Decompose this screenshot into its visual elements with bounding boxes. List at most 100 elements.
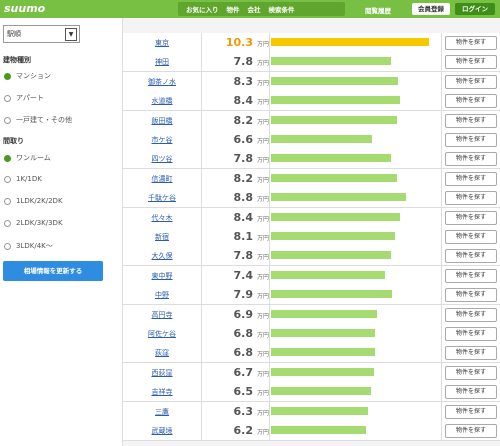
select-arrow: ▼ bbox=[65, 28, 77, 41]
table-row: 武蔵境 6.2 万円 物件を探す bbox=[123, 421, 500, 441]
radio[interactable] bbox=[4, 116, 11, 124]
search-button[interactable]: 物件を探す bbox=[445, 404, 497, 419]
radio[interactable] bbox=[4, 175, 11, 183]
station-link[interactable]: 三鷹 bbox=[123, 406, 201, 417]
station-link[interactable]: 東京 bbox=[123, 38, 201, 48]
section-title: 間取り bbox=[3, 137, 24, 145]
table-row: 中野 7.9 万円 物件を探す bbox=[123, 285, 500, 306]
register-button[interactable]: 会員登録 bbox=[412, 3, 450, 15]
station-link[interactable]: 御茶ノ水 bbox=[123, 76, 201, 87]
cell-border bbox=[201, 324, 202, 343]
station-link[interactable]: 代々木 bbox=[123, 212, 201, 223]
radio[interactable] bbox=[4, 94, 11, 102]
nav-item[interactable]: お気に入り bbox=[186, 6, 219, 14]
cell-border bbox=[269, 324, 270, 343]
search-button[interactable]: 物件を探す bbox=[445, 327, 497, 341]
cell-border bbox=[269, 227, 270, 246]
unit: 万円 bbox=[257, 370, 270, 378]
radio-option[interactable]: 1LDK/2K/2DK bbox=[4, 197, 63, 205]
radio[interactable] bbox=[4, 219, 11, 227]
station-link[interactable]: 信濃町 bbox=[123, 173, 201, 184]
search-button[interactable]: 物件を探す bbox=[445, 113, 497, 128]
search-button[interactable]: 物件を探す bbox=[445, 191, 497, 206]
radio[interactable] bbox=[4, 154, 11, 162]
rent-value: 6.7 bbox=[233, 365, 254, 379]
radio-option[interactable]: 3LDK/4K〜 bbox=[4, 241, 53, 251]
station-link[interactable]: 荻窪 bbox=[123, 348, 201, 359]
search-button[interactable]: 物件を探す bbox=[445, 307, 497, 322]
radio-option[interactable]: マンション bbox=[4, 71, 51, 81]
search-button[interactable]: 物件を探す bbox=[445, 230, 497, 244]
station-link[interactable]: 中野 bbox=[123, 290, 201, 301]
update-button[interactable]: 相場情報を更新する bbox=[3, 261, 103, 281]
station-link[interactable]: 西荻窪 bbox=[123, 367, 201, 378]
search-button[interactable]: 物件を探す bbox=[445, 288, 497, 303]
radio[interactable] bbox=[4, 72, 11, 80]
station-link[interactable]: 高円寺 bbox=[123, 309, 201, 320]
search-button[interactable]: 物件を探す bbox=[445, 268, 497, 283]
radio[interactable] bbox=[4, 197, 11, 205]
station-link[interactable]: 市ケ谷 bbox=[123, 135, 201, 145]
rent-value: 6.8 bbox=[233, 346, 254, 360]
search-button[interactable]: 物件を探す bbox=[445, 74, 497, 89]
cell-border bbox=[441, 91, 442, 111]
station-link[interactable]: 水道橋 bbox=[123, 96, 201, 107]
search-button[interactable]: 物件を探す bbox=[445, 94, 497, 109]
unit: 万円 bbox=[257, 254, 270, 262]
nav-item[interactable]: 検索条件 bbox=[268, 6, 295, 14]
search-button[interactable]: 物件を探す bbox=[445, 36, 497, 50]
nav-item[interactable]: 物件 bbox=[226, 6, 240, 14]
search-button[interactable]: 物件を探す bbox=[445, 210, 497, 225]
search-button[interactable]: 物件を探す bbox=[445, 365, 497, 380]
cell-border bbox=[441, 285, 442, 305]
cell-border bbox=[201, 149, 202, 169]
cell-border bbox=[201, 33, 202, 52]
rent-value: 6.5 bbox=[233, 385, 254, 399]
cell-border bbox=[201, 304, 202, 324]
search-button[interactable]: 物件を探す bbox=[445, 424, 497, 438]
rent-value: 8.1 bbox=[233, 230, 254, 243]
search-button[interactable]: 物件を探す bbox=[445, 249, 497, 264]
cell-border bbox=[201, 110, 202, 130]
station-link[interactable]: 大久保 bbox=[123, 251, 201, 262]
search-button[interactable]: 物件を探す bbox=[445, 171, 497, 186]
radio-option[interactable]: アパート bbox=[4, 93, 44, 103]
header: suumo お気に入り 物件 会社 検索条件 閲覧履歴 会員登録 ログイン bbox=[0, 0, 500, 18]
search-button[interactable]: 物件を探す bbox=[445, 385, 497, 400]
search-button[interactable]: 物件を探す bbox=[445, 55, 497, 70]
rent-value: 6.3 bbox=[233, 404, 254, 418]
radio-option[interactable]: 2LDK/3K/3DK bbox=[4, 219, 63, 227]
station-link[interactable]: 阿佐ケ谷 bbox=[123, 329, 201, 339]
search-button[interactable]: 物件を探す bbox=[445, 152, 497, 167]
cell-border bbox=[441, 188, 442, 208]
cell-border bbox=[201, 227, 202, 246]
rent-bar bbox=[271, 290, 393, 299]
unit: 万円 bbox=[257, 60, 270, 68]
logo[interactable]: suumo bbox=[4, 2, 46, 15]
select[interactable]: 駅順 ▼ bbox=[3, 25, 80, 43]
station-link[interactable]: 千駄ケ谷 bbox=[123, 193, 201, 204]
cell-border bbox=[269, 421, 270, 440]
radio-option[interactable]: 1K/1DK bbox=[4, 175, 42, 183]
radio-option[interactable]: ワンルーム bbox=[4, 153, 51, 163]
search-button[interactable]: 物件を探す bbox=[445, 133, 497, 147]
nav-item[interactable]: 会社 bbox=[247, 6, 261, 14]
search-button[interactable]: 物件を探す bbox=[445, 346, 497, 361]
station-link[interactable]: 吉祥寺 bbox=[123, 387, 201, 398]
table-row: 三鷹 6.3 万円 物件を探す bbox=[123, 401, 500, 422]
login-button[interactable]: ログイン bbox=[455, 3, 495, 15]
radio[interactable] bbox=[4, 242, 11, 250]
station-link[interactable]: 神田 bbox=[123, 57, 201, 68]
radio-label: ワンルーム bbox=[16, 154, 51, 162]
cell-border bbox=[201, 168, 202, 188]
station-link[interactable]: 東中野 bbox=[123, 270, 201, 281]
station-link[interactable]: 四ツ谷 bbox=[123, 154, 201, 165]
station-link[interactable]: 新宿 bbox=[123, 232, 201, 242]
table-row: 東京 10.3 万円 物件を探す bbox=[123, 33, 500, 53]
rent-bar bbox=[271, 232, 396, 240]
history[interactable]: 閲覧履歴 bbox=[365, 7, 391, 15]
radio-option[interactable]: 一戸建て・その他 bbox=[4, 115, 72, 125]
station-link[interactable]: 武蔵境 bbox=[123, 426, 201, 436]
station-link[interactable]: 飯田橋 bbox=[123, 115, 201, 126]
cell-border bbox=[269, 168, 270, 188]
